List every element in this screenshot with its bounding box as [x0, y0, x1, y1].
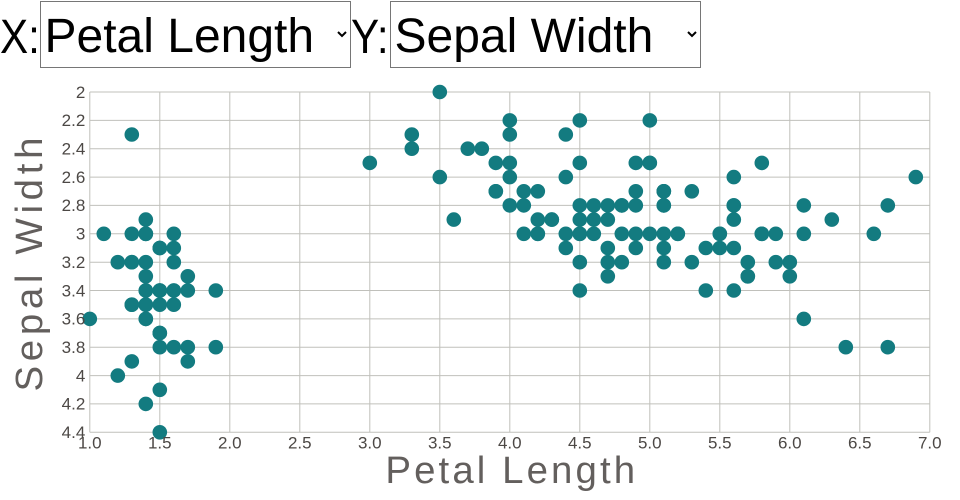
- svg-text:2.5: 2.5: [288, 434, 312, 453]
- svg-text:3.2: 3.2: [62, 253, 86, 272]
- svg-text:5.5: 5.5: [708, 434, 732, 453]
- svg-text:Petal Length: Petal Length: [385, 449, 638, 492]
- svg-text:4.2: 4.2: [62, 395, 86, 414]
- svg-text:1.0: 1.0: [78, 434, 102, 453]
- svg-text:4.5: 4.5: [568, 434, 592, 453]
- svg-text:3.8: 3.8: [62, 338, 86, 357]
- svg-text:4.0: 4.0: [498, 434, 522, 453]
- svg-text:3: 3: [76, 225, 85, 244]
- svg-text:2.8: 2.8: [62, 196, 86, 215]
- svg-text:7.0: 7.0: [918, 434, 942, 453]
- svg-text:1.5: 1.5: [148, 434, 172, 453]
- svg-text:3.6: 3.6: [62, 310, 86, 329]
- svg-text:6.0: 6.0: [778, 434, 802, 453]
- svg-text:4: 4: [76, 366, 85, 385]
- svg-text:2: 2: [76, 83, 85, 102]
- svg-text:2.0: 2.0: [218, 434, 242, 453]
- svg-text:3.0: 3.0: [358, 434, 382, 453]
- svg-text:2.2: 2.2: [62, 111, 86, 130]
- svg-text:Sepal Width: Sepal Width: [8, 133, 51, 392]
- svg-text:4.4: 4.4: [62, 423, 86, 442]
- svg-text:2.4: 2.4: [62, 140, 86, 159]
- svg-text:5.0: 5.0: [638, 434, 662, 453]
- svg-text:3.5: 3.5: [428, 434, 452, 453]
- svg-text:2.6: 2.6: [62, 168, 86, 187]
- svg-text:3.4: 3.4: [62, 281, 86, 300]
- svg-text:6.5: 6.5: [848, 434, 872, 453]
